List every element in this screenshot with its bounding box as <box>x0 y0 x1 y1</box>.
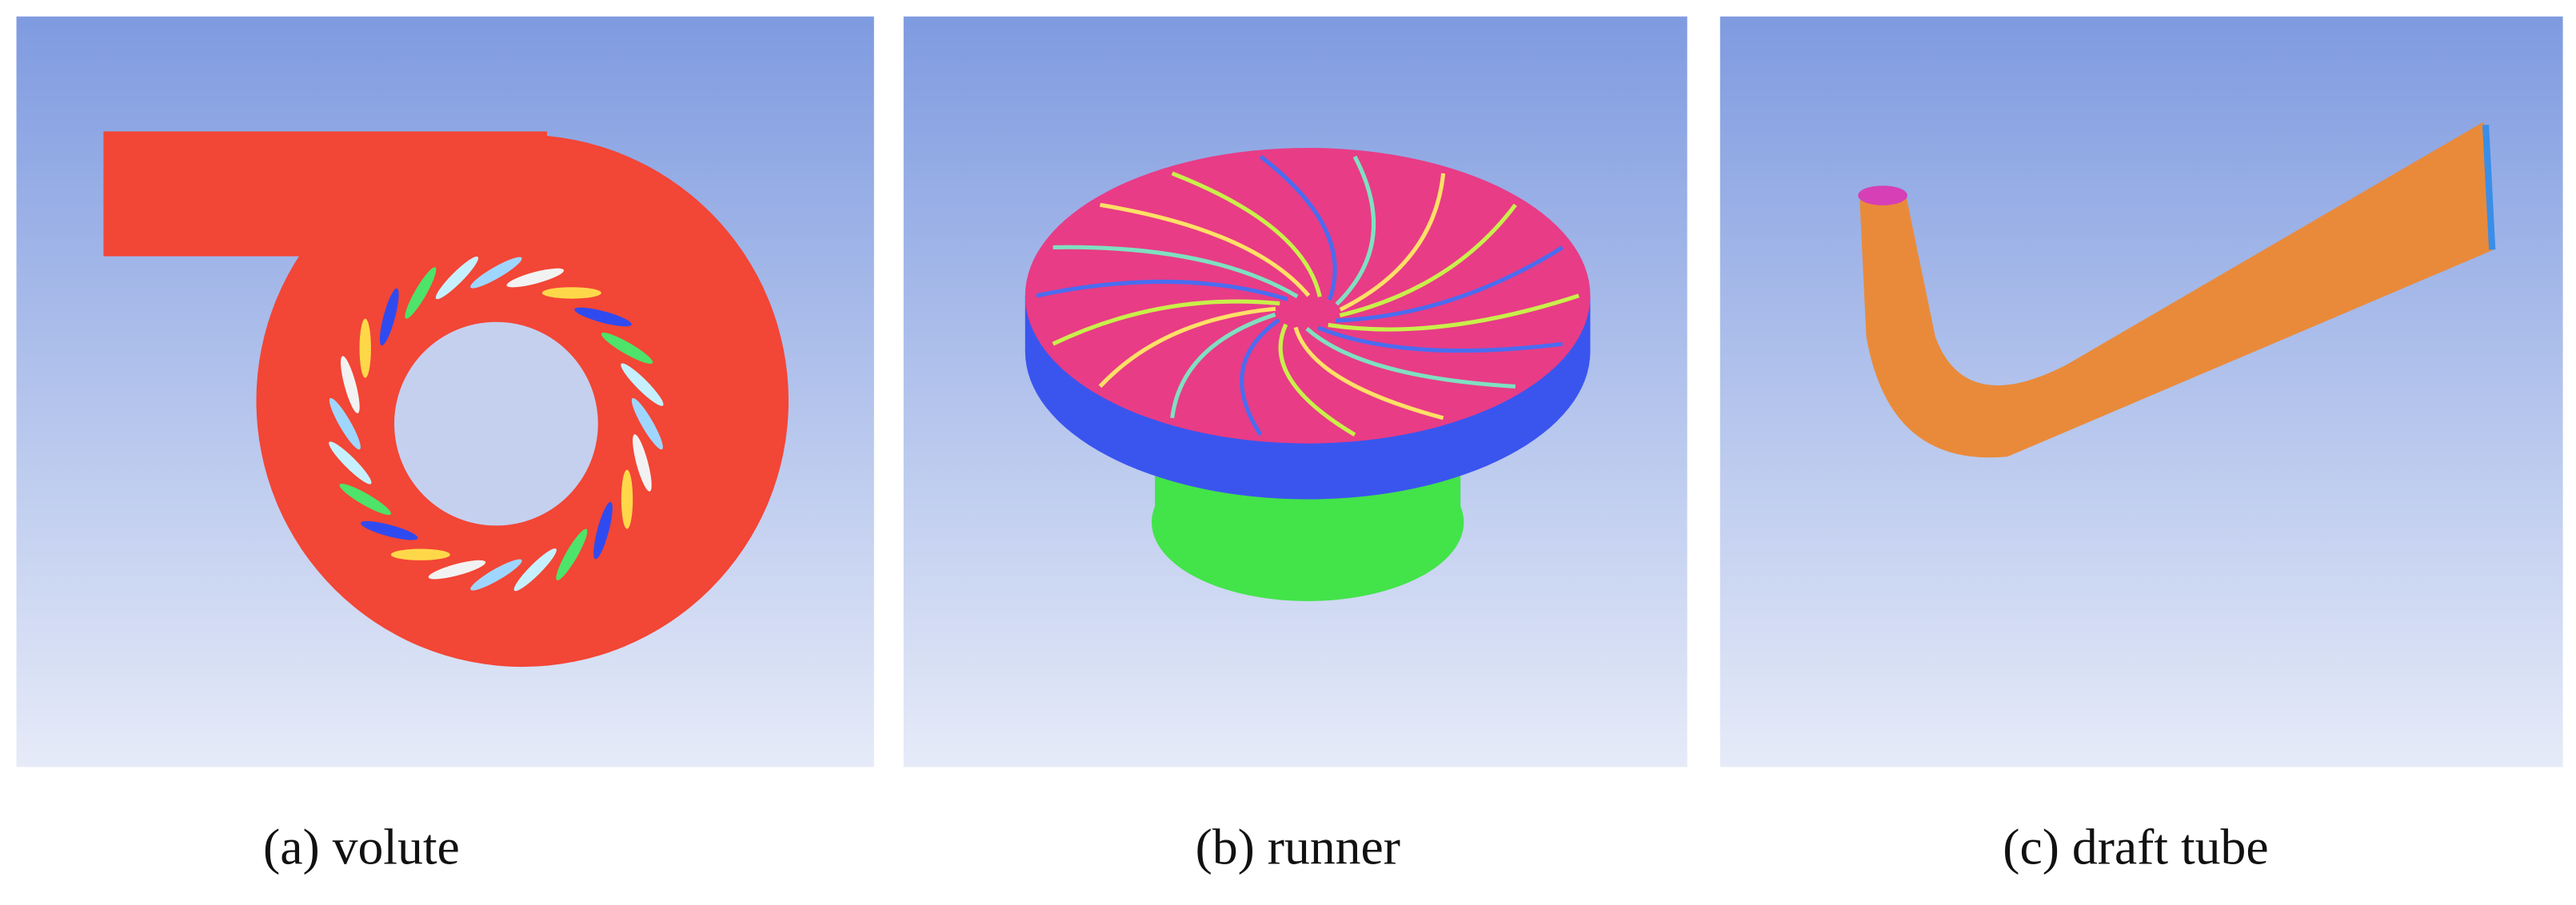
guide-vane <box>593 501 613 560</box>
runner-blade <box>1098 306 1276 389</box>
guide-vane <box>360 520 418 540</box>
guide-vane <box>340 356 360 413</box>
runner-blade <box>1171 171 1322 297</box>
guide-vane <box>435 256 479 300</box>
runner-blade <box>1052 299 1280 346</box>
guide-vane <box>329 441 372 484</box>
guide-vane <box>428 560 486 580</box>
draft-tube-body <box>1859 122 2494 458</box>
guide-vane <box>513 548 557 592</box>
runner-blade <box>1317 325 1563 353</box>
guide-vane <box>621 469 633 529</box>
caption: (b) runner <box>1196 819 1400 875</box>
guide-vane <box>405 267 437 319</box>
runner-blades <box>1036 154 1580 437</box>
runner-blade <box>1293 326 1444 421</box>
guide-vane <box>541 287 601 299</box>
runner-blade <box>1336 245 1564 323</box>
runner-blade <box>1278 323 1356 437</box>
guide-vane <box>470 559 522 591</box>
runner-blade <box>1170 312 1276 419</box>
runner-blade <box>1339 203 1517 317</box>
runner-blade <box>1100 202 1311 297</box>
runner-blade <box>1259 154 1337 301</box>
runner-blade <box>1339 173 1446 312</box>
guide-vane <box>556 528 588 580</box>
guide-vane <box>379 288 399 346</box>
guide-vane <box>506 268 565 288</box>
caption: (a) volute <box>263 819 460 875</box>
guide-vane <box>633 434 652 492</box>
guide-vane <box>329 397 361 450</box>
guide-vane <box>621 363 664 406</box>
guide-vane <box>601 333 653 365</box>
panel-draft-tube <box>1719 16 2563 767</box>
guide-vane <box>359 318 371 378</box>
guide-vanes <box>329 256 664 592</box>
volute-outlet <box>394 321 598 526</box>
guide-vane <box>470 257 522 289</box>
guide-vane <box>574 307 632 327</box>
guide-vane <box>390 548 450 560</box>
draft-tube-inlet <box>1858 185 1907 205</box>
panel-runner <box>903 16 1687 767</box>
panel-volute <box>16 16 874 767</box>
caption: (c) draft tube <box>2003 819 2268 875</box>
runner-blade <box>1305 326 1516 389</box>
draft-tube-outlet <box>2482 124 2496 250</box>
runner-blade <box>1335 155 1376 306</box>
guide-vane <box>631 397 663 450</box>
guide-vane <box>339 484 391 516</box>
runner-blade <box>1036 279 1288 301</box>
runner-blade <box>1052 245 1299 299</box>
runner-blade <box>1328 293 1580 332</box>
runner-blade <box>1240 318 1280 437</box>
